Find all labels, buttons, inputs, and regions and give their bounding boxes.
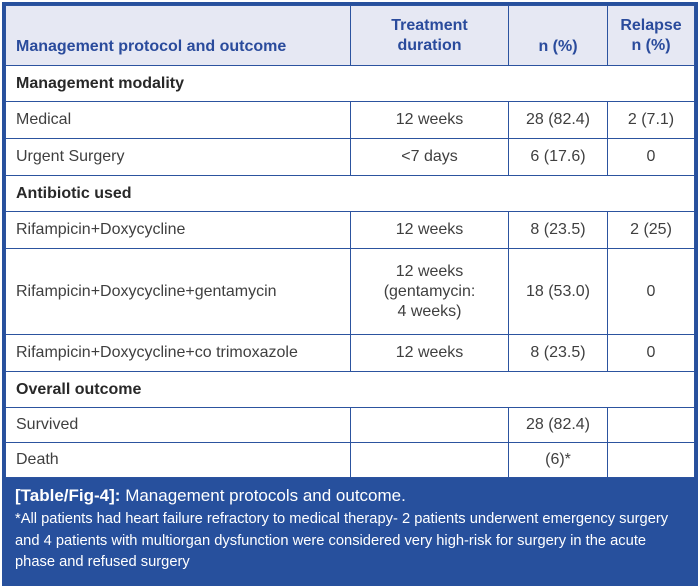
cell-relapse: 0 bbox=[607, 138, 695, 176]
cell-protocol: Rifampicin+Doxycycline+gentamycin bbox=[5, 248, 351, 335]
cell-relapse: 2 (25) bbox=[607, 211, 695, 249]
section-row-antibiotic-used: Antibiotic used bbox=[5, 175, 695, 212]
cell-duration bbox=[350, 442, 509, 478]
table-row-survived: Survived 28 (82.4) bbox=[5, 407, 695, 443]
section-label: Overall outcome bbox=[5, 371, 695, 408]
cell-duration: 12 weeks bbox=[350, 334, 509, 372]
column-header-n: n (%) bbox=[508, 5, 608, 66]
cell-duration: <7 days bbox=[350, 138, 509, 176]
cell-n: 8 (23.5) bbox=[508, 334, 608, 372]
caption-text: Management protocols and outcome. bbox=[125, 486, 406, 505]
cell-n: (6)* bbox=[508, 442, 608, 478]
section-row-management-modality: Management modality bbox=[5, 65, 695, 102]
cell-protocol: Urgent Surgery bbox=[5, 138, 351, 176]
caption-label: [Table/Fig-4]: bbox=[15, 486, 121, 505]
section-row-overall-outcome: Overall outcome bbox=[5, 371, 695, 408]
cell-n: 8 (23.5) bbox=[508, 211, 608, 249]
table-header-row: Management protocol and outcome Treatmen… bbox=[5, 5, 695, 66]
cell-relapse bbox=[607, 407, 695, 443]
cell-relapse: 0 bbox=[607, 334, 695, 372]
table-row-rifampicin-doxycycline: Rifampicin+Doxycycline 12 weeks 8 (23.5)… bbox=[5, 211, 695, 249]
section-label: Management modality bbox=[5, 65, 695, 102]
cell-duration bbox=[350, 407, 509, 443]
table-caption: [Table/Fig-4]: Management protocols and … bbox=[15, 485, 685, 508]
table-row-urgent-surgery: Urgent Surgery <7 days 6 (17.6) 0 bbox=[5, 138, 695, 176]
table-row-rifampicin-doxycycline-cotrimoxazole: Rifampicin+Doxycycline+co trimoxazole 12… bbox=[5, 334, 695, 372]
cell-duration: 12 weeks bbox=[350, 101, 509, 139]
caption-band: [Table/Fig-4]: Management protocols and … bbox=[5, 478, 695, 583]
cell-relapse: 0 bbox=[607, 248, 695, 335]
table-row-medical: Medical 12 weeks 28 (82.4) 2 (7.1) bbox=[5, 101, 695, 139]
section-label: Antibiotic used bbox=[5, 175, 695, 212]
cell-protocol: Medical bbox=[5, 101, 351, 139]
table-row-death: Death (6)* bbox=[5, 442, 695, 478]
cell-relapse bbox=[607, 442, 695, 478]
cell-duration: 12 weeks bbox=[350, 211, 509, 249]
management-protocol-table: Management protocol and outcome Treatmen… bbox=[5, 5, 695, 478]
cell-n: 28 (82.4) bbox=[508, 407, 608, 443]
column-header-protocol: Management protocol and outcome bbox=[5, 5, 351, 66]
column-header-duration: Treatment duration bbox=[350, 5, 509, 66]
cell-n: 18 (53.0) bbox=[508, 248, 608, 335]
cell-duration: 12 weeks (gentamycin: 4 weeks) bbox=[350, 248, 509, 335]
cell-protocol: Death bbox=[5, 442, 351, 478]
cell-protocol: Rifampicin+Doxycycline bbox=[5, 211, 351, 249]
column-header-relapse: Relapse n (%) bbox=[607, 5, 695, 66]
cell-relapse: 2 (7.1) bbox=[607, 101, 695, 139]
cell-protocol: Rifampicin+Doxycycline+co trimoxazole bbox=[5, 334, 351, 372]
cell-n: 6 (17.6) bbox=[508, 138, 608, 176]
table-footnote: *All patients had heart failure refracto… bbox=[15, 510, 669, 571]
cell-n: 28 (82.4) bbox=[508, 101, 608, 139]
table-row-rifampicin-doxycycline-gentamycin: Rifampicin+Doxycycline+gentamycin 12 wee… bbox=[5, 248, 695, 335]
cell-protocol: Survived bbox=[5, 407, 351, 443]
